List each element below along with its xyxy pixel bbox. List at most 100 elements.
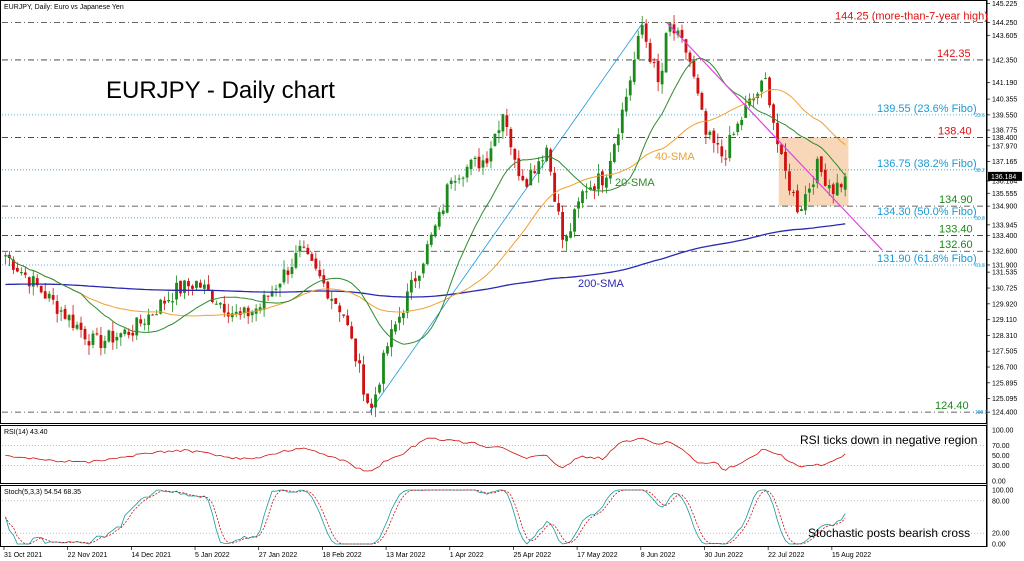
candle-body (664, 33, 668, 73)
price-tick-label: 133.400 (992, 233, 1017, 240)
stoch-tick-label: 100.00 (992, 488, 1014, 495)
candle-body (784, 151, 787, 171)
rsi-header: RSI(14) 43.40 (4, 429, 48, 436)
price-tick-label: 125.095 (992, 396, 1017, 403)
candle-body (831, 184, 835, 195)
date-tick-label: 27 Jan 2022 (259, 552, 298, 559)
candle-body (370, 403, 373, 408)
candle-body (87, 341, 91, 346)
candle-body (716, 143, 720, 145)
candle-body (604, 177, 608, 188)
fibo-swing-line (369, 22, 644, 413)
candle-body (457, 178, 461, 180)
moving-averages (5, 58, 846, 345)
candle-body (433, 225, 437, 237)
candle-body (429, 234, 433, 245)
candle-body (43, 291, 47, 299)
candle-body (278, 283, 282, 288)
candle-body (318, 269, 322, 277)
rsi-panel: 100.00 70.00 50.00 30.00 0.00 (2, 428, 1014, 486)
candle-body (79, 322, 83, 330)
candle-body (199, 282, 202, 288)
candle-body (203, 284, 206, 289)
price-tick-label: 133.945 (992, 222, 1017, 229)
candle-body (425, 244, 429, 265)
price-tick-label: 139.550 (992, 112, 1017, 119)
candle-body (815, 158, 819, 184)
candle-body (624, 96, 628, 112)
candle-body (63, 308, 67, 319)
candle-body (517, 158, 521, 177)
date-tick-label: 30 Jun 2022 (704, 552, 743, 559)
candle-body (111, 331, 115, 343)
candle-body (764, 78, 767, 80)
price-tick-label: 131.535 (992, 270, 1017, 277)
candle-body (99, 335, 103, 349)
candle-body (210, 290, 214, 303)
candle-body (835, 182, 839, 196)
candle-body (214, 303, 218, 305)
candle-body (421, 263, 425, 274)
price-tick-label: 138.775 (992, 128, 1017, 135)
candle-body (740, 119, 744, 126)
candle-body (326, 281, 330, 299)
candle-body (541, 160, 545, 162)
rsi-tick-label: 70.00 (992, 443, 1010, 450)
candle-body (342, 314, 346, 316)
candle-body (250, 311, 254, 316)
fibo-small-tags: 23.6 38.2 50.0 61.8 100.0 (975, 113, 988, 416)
candle-body (302, 246, 306, 248)
candle-body (163, 300, 166, 304)
candle-body (286, 270, 290, 275)
candle-body (561, 211, 564, 240)
candle-body (644, 23, 648, 42)
candle-body (366, 393, 369, 403)
candle-body (811, 184, 815, 187)
candle-body (103, 340, 107, 348)
candle-body (159, 299, 163, 314)
candle-body (35, 278, 39, 286)
last-price-value: 136.184 (991, 174, 1016, 181)
candle-body (748, 98, 752, 106)
sma40-line (5, 88, 846, 317)
candle-body (322, 275, 326, 284)
candle-body (668, 23, 672, 32)
candle-body (123, 329, 127, 334)
candle-body (788, 171, 791, 191)
candle-body (23, 272, 27, 275)
candle-body (760, 80, 763, 92)
level-label-138-40: 138.40 (938, 125, 972, 137)
candle-body (696, 77, 700, 94)
candle-body (346, 315, 350, 326)
candle-body (310, 253, 314, 261)
candle-body (266, 295, 270, 297)
level-label-132-60: 132.60 (939, 239, 973, 251)
candle-body (206, 284, 210, 290)
candle-body (521, 175, 525, 181)
sma40-label: 40-SMA (655, 151, 695, 163)
rsi-tick-label: 0.00 (992, 479, 1006, 486)
price-tick-label: 129.920 (992, 301, 1017, 308)
candle-body (151, 314, 155, 316)
candle-body (461, 177, 465, 179)
candle-body (91, 333, 95, 345)
candle-body (59, 310, 63, 312)
candle-body (155, 314, 159, 316)
price-tick-label: 124.400 (992, 410, 1017, 417)
candle-body (676, 30, 680, 36)
candle-body (800, 209, 803, 212)
candle-body (581, 191, 584, 204)
candle-body (374, 394, 377, 408)
candle-body (640, 25, 644, 35)
candle-body (589, 187, 592, 190)
date-tick-label: 18 Feb 2022 (322, 552, 361, 559)
candle-body (577, 201, 580, 209)
candle-body (382, 352, 385, 384)
sma20-label: 20-SMA (615, 177, 655, 189)
candle-body (238, 311, 242, 316)
date-tick-label: 25 Apr 2022 (513, 552, 551, 559)
candle-body (298, 245, 302, 252)
stoch-tick-label: 80.00 (992, 498, 1010, 505)
